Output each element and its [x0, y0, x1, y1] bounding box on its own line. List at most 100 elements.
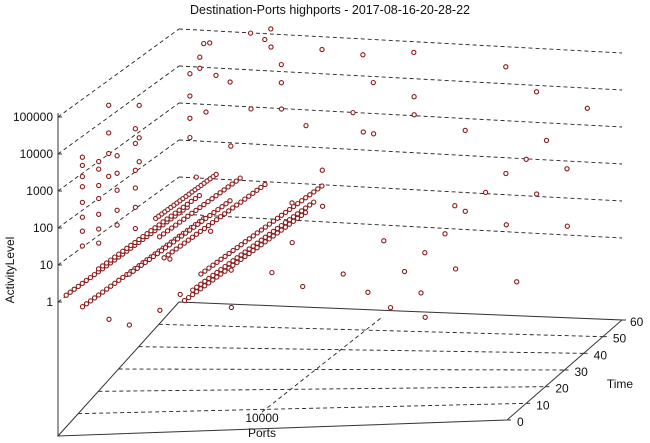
- data-point: [120, 248, 126, 254]
- data-point: [187, 71, 193, 77]
- data-point: [154, 250, 161, 257]
- data-point: [206, 265, 212, 271]
- data-point: [197, 65, 203, 71]
- data-point: [83, 301, 90, 307]
- data-point: [238, 252, 244, 258]
- data-point: [246, 246, 252, 252]
- data-point: [262, 181, 268, 188]
- data-point: [96, 226, 102, 232]
- data-point: [262, 234, 268, 240]
- data-point: [209, 219, 216, 226]
- data-point: [181, 216, 187, 222]
- data-point: [319, 167, 325, 173]
- data-point: [96, 166, 102, 172]
- data-point: [99, 263, 106, 269]
- data-point: [120, 274, 126, 281]
- data-point: [268, 44, 274, 50]
- data-point: [218, 256, 224, 262]
- data-point: [106, 173, 112, 180]
- data-point: [246, 236, 252, 242]
- data-point: [227, 79, 233, 85]
- data-point: [164, 216, 170, 222]
- data-point: [67, 289, 73, 295]
- data-point: [203, 215, 209, 222]
- data-point: [234, 244, 240, 251]
- data-point: [282, 209, 289, 216]
- data-point: [79, 184, 86, 190]
- floor-port-gridline: [261, 317, 382, 413]
- data-point: [176, 207, 182, 213]
- data-point: [217, 190, 223, 196]
- data-point: [222, 253, 228, 260]
- data-point: [218, 266, 224, 273]
- data-point: [246, 193, 252, 199]
- data-point: [116, 251, 122, 257]
- data-point: [226, 208, 232, 214]
- data-point: [170, 239, 177, 245]
- data-point: [132, 140, 139, 147]
- data-point: [138, 262, 144, 268]
- data-point: [205, 198, 211, 205]
- left-wall-gridline: [57, 139, 180, 229]
- floor-time-gridline: [158, 323, 603, 338]
- data-point: [100, 289, 106, 295]
- data-point: [79, 280, 85, 287]
- data-point: [173, 246, 179, 252]
- data-point: [227, 198, 233, 204]
- data-point: [270, 228, 277, 235]
- data-point: [482, 189, 489, 196]
- data-point: [168, 213, 174, 219]
- data-point: [274, 215, 281, 221]
- data-point: [411, 112, 417, 118]
- data-point: [214, 259, 220, 265]
- data-point: [181, 297, 188, 304]
- data-point: [295, 200, 301, 207]
- data-point: [187, 93, 193, 99]
- data-point: [262, 36, 268, 43]
- data-point: [156, 222, 162, 228]
- data-point: [189, 291, 196, 298]
- data-point: [294, 211, 301, 217]
- data-point: [254, 240, 260, 246]
- data-point: [79, 228, 86, 234]
- data-point: [103, 260, 110, 266]
- back-wall-gridline: [178, 176, 623, 202]
- data-point: [302, 205, 309, 211]
- axes: [56, 113, 626, 437]
- data-point: [387, 304, 394, 311]
- data-point: [452, 203, 458, 209]
- data-point: [112, 254, 118, 260]
- data-point: [174, 236, 181, 242]
- data-point: [75, 283, 81, 290]
- data-point: [303, 195, 309, 201]
- data-point: [158, 248, 165, 254]
- data-point: [96, 158, 102, 165]
- data-point: [350, 109, 356, 116]
- data-point: [162, 245, 169, 251]
- data-point: [462, 127, 468, 134]
- data-point: [258, 237, 264, 243]
- data-point: [197, 204, 203, 211]
- data-point: [223, 201, 229, 207]
- data-point: [228, 143, 234, 149]
- data-point: [152, 225, 158, 231]
- data-point: [258, 184, 264, 191]
- data-point: [87, 298, 94, 304]
- data-point: [193, 231, 200, 237]
- z-tick-label: 100000: [13, 110, 53, 124]
- back-wall-gridline: [178, 65, 623, 91]
- data-point: [164, 228, 171, 234]
- data-point: [185, 237, 191, 243]
- data-point: [503, 222, 509, 228]
- data-point: [360, 52, 366, 58]
- data-point: [303, 122, 309, 129]
- data-point: [278, 222, 285, 229]
- data-point: [128, 242, 134, 249]
- data-point: [422, 250, 428, 256]
- data-point: [178, 233, 185, 239]
- data-point: [319, 203, 326, 209]
- y-tick-label: 50: [613, 332, 627, 346]
- data-point: [195, 221, 201, 227]
- data-point: [213, 193, 219, 199]
- data-point: [238, 199, 244, 205]
